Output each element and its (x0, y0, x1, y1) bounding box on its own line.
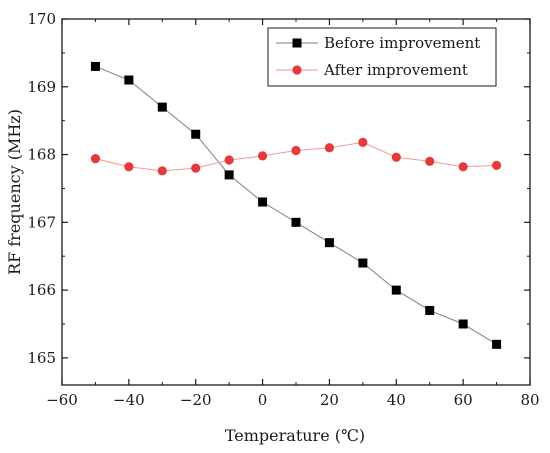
data-point-square (324, 238, 334, 248)
data-point-circle (291, 145, 301, 156)
data-point-circle (224, 155, 234, 165)
data-point-square (391, 285, 401, 295)
y-tick-label: 167 (27, 213, 56, 231)
data-point-circle (191, 163, 201, 173)
legend-item: Before improvement (276, 34, 480, 52)
data-point-square (258, 197, 268, 207)
data-point-circle (157, 166, 167, 176)
data-point-square (224, 170, 234, 180)
data-point-square (124, 75, 134, 85)
x-tick-label: 40 (387, 391, 406, 409)
y-axis-label: RF frequency (MHz) (5, 109, 24, 275)
y-tick-label: 168 (27, 146, 56, 164)
y-tick-label: 170 (27, 10, 56, 28)
data-point-circle (458, 162, 468, 172)
data-point-circle (358, 137, 368, 147)
legend: Before improvement After improvement (267, 27, 497, 87)
series-group (90, 61, 502, 349)
data-point-square (358, 258, 368, 268)
series-after-improvement (90, 137, 502, 176)
x-tick-label: 20 (320, 391, 339, 409)
data-point-circle (391, 152, 401, 162)
data-point-square (157, 102, 167, 112)
legend-label: After improvement (323, 61, 468, 79)
data-point-circle (90, 154, 101, 164)
y-tick-label: 165 (27, 349, 56, 367)
x-tick-label: 0 (258, 391, 268, 409)
series-line (95, 65, 497, 345)
y-tick-label: 169 (27, 78, 56, 96)
data-point-circle (425, 156, 435, 166)
x-tick-label: 60 (454, 391, 473, 409)
data-point-square (191, 129, 201, 139)
data-point-circle (124, 162, 134, 172)
axes: −60 −40 −20 0 20 40 60 80 165 166 167 168 169 170 (27, 10, 539, 409)
y-tick-label: 166 (27, 281, 56, 299)
x-tick-label: −40 (113, 391, 145, 409)
data-point-circle (491, 160, 502, 170)
data-point-square (458, 319, 468, 329)
legend-item: After improvement (276, 61, 468, 79)
data-point-square (90, 61, 100, 71)
x-tick-label: −60 (46, 391, 78, 409)
legend-box (267, 27, 497, 87)
legend-label: Before improvement (324, 34, 480, 52)
data-point-square (425, 305, 435, 315)
x-tick-label: −20 (180, 391, 212, 409)
x-axis-label: Temperature (℃) (225, 426, 365, 445)
x-tick-label: 80 (520, 391, 539, 409)
data-point-square (291, 217, 301, 227)
data-point-circle (324, 143, 335, 153)
legend-marker-square (292, 38, 302, 48)
data-point-circle (257, 151, 268, 161)
legend-marker-circle (292, 65, 302, 75)
series-before-improvement (90, 61, 502, 349)
data-point-square (492, 339, 502, 349)
